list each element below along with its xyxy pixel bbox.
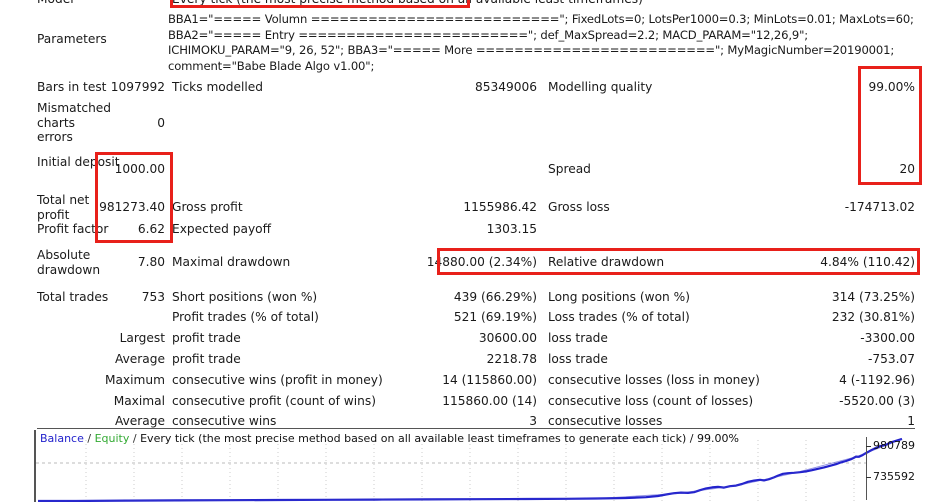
label-short-positions: Short positions (won %) [172, 290, 318, 304]
label-maximal-consecutive-loss: consecutive loss (count of losses) [548, 394, 754, 408]
average-loss-trade-value: -753.07 [867, 352, 915, 366]
qualifier-average-trade: Average [114, 352, 165, 366]
label-modelling-quality: Modelling quality [548, 80, 653, 94]
largest-profit-trade-value: 30600.00 [478, 331, 537, 345]
qualifier-maximal: Maximal [113, 394, 165, 408]
absolute-drawdown-value: 7.80 [137, 255, 165, 269]
total-trades-value: 753 [141, 290, 165, 304]
axis-label-mid: 735592 [873, 470, 915, 483]
row-label-initial-deposit: Initial deposit [37, 155, 120, 169]
expected-payoff-value: 1303.15 [486, 222, 537, 236]
label-average-profit-trade: profit trade [172, 352, 241, 366]
label-largest-loss-trade: loss trade [548, 331, 608, 345]
qualifier-average-consecutive: Average [114, 414, 165, 428]
mismatched-charts-errors-value: 0 [157, 116, 165, 130]
axis-label-top: 980789 [873, 439, 915, 452]
modelling-quality-value: 99.00% [868, 80, 915, 94]
label-profit-trades: Profit trades (% of total) [172, 310, 319, 324]
relative-drawdown-value: 4.84% (110.42) [820, 255, 915, 269]
axis-tick-top [866, 446, 871, 447]
label-maximal-consecutive-profit: consecutive profit (count of wins) [172, 394, 376, 408]
row-label-bars-in-test: Bars in test [37, 80, 107, 94]
chart-right-axis [866, 437, 867, 500]
label-largest-profit-trade: profit trade [172, 331, 241, 345]
label-ticks-modelled: Ticks modelled [172, 80, 264, 94]
label-max-consecutive-wins: consecutive wins (profit in money) [172, 373, 383, 387]
parameters-value: BBA1="===== Volumn =====================… [168, 12, 914, 73]
label-average-consecutive-wins: consecutive wins [172, 414, 277, 428]
row-label-total-trades: Total trades [37, 290, 109, 304]
row-label-mismatched-charts-errors: Mismatched charts errors [37, 101, 112, 144]
legend-separator-1: / [87, 432, 92, 445]
total-net-profit-value: 981273.40 [99, 200, 165, 214]
qualifier-maximum: Maximum [104, 373, 165, 387]
maximal-consecutive-profit-value: 115860.00 (14) [442, 394, 537, 408]
label-gross-loss: Gross loss [548, 200, 610, 214]
long-positions-value: 314 (73.25%) [831, 290, 915, 304]
largest-loss-trade-value: -3300.00 [860, 331, 915, 345]
legend-separator-2: / [132, 432, 137, 445]
label-relative-drawdown: Relative drawdown [548, 255, 665, 269]
maximal-drawdown-value: 14880.00 (2.34%) [426, 255, 537, 269]
max-consecutive-losses-value: 4 (-1192.96) [839, 373, 915, 387]
average-consecutive-wins-value: 3 [529, 414, 537, 428]
profit-trades-value: 521 (69.19%) [453, 310, 537, 324]
label-loss-trades: Loss trades (% of total) [548, 310, 690, 324]
label-maximal-drawdown: Maximal drawdown [172, 255, 291, 269]
qualifier-largest: Largest [119, 331, 165, 345]
label-average-consecutive-losses: consecutive losses [548, 414, 663, 428]
legend-balance-label[interactable]: Balance [40, 432, 84, 445]
label-expected-payoff: Expected payoff [172, 222, 272, 236]
spread-value: 20 [899, 162, 915, 176]
row-label-absolute-drawdown: Absolute drawdown [37, 248, 101, 277]
model-value: Every tick (the most precise method base… [172, 0, 872, 7]
maximal-consecutive-loss-value: -5520.00 (3) [839, 394, 915, 408]
row-label-model: Model [37, 0, 125, 7]
average-consecutive-losses-value: 1 [907, 414, 915, 428]
short-positions-value: 439 (66.29%) [453, 290, 537, 304]
legend-description: Every tick (the most precise method base… [140, 432, 739, 445]
label-average-loss-trade: loss trade [548, 352, 608, 366]
chart-legend: Balance / Equity / Every tick (the most … [40, 432, 739, 445]
ticks-modelled-value: 85349006 [474, 80, 537, 94]
legend-equity-label[interactable]: Equity [94, 432, 130, 445]
axis-tick-mid [866, 477, 871, 478]
profit-factor-value: 6.62 [137, 222, 165, 236]
average-profit-trade-value: 2218.78 [486, 352, 537, 366]
initial-deposit-value: 1000.00 [114, 162, 165, 176]
row-label-parameters: Parameters [37, 32, 107, 46]
label-spread: Spread [548, 162, 591, 176]
chart-vertical-gridlines [85, 440, 855, 502]
max-consecutive-wins-value: 14 (115860.00) [442, 373, 537, 387]
row-label-total-net-profit: Total net profit [37, 193, 90, 222]
bars-in-test-value: 1097992 [110, 80, 165, 94]
row-label-profit-factor: Profit factor [37, 222, 109, 236]
label-max-consecutive-losses: consecutive losses (loss in money) [548, 373, 760, 387]
gross-loss-value: -174713.02 [844, 200, 915, 214]
label-gross-profit: Gross profit [172, 200, 243, 214]
loss-trades-value: 232 (30.81%) [831, 310, 915, 324]
section-divider [37, 428, 915, 429]
label-long-positions: Long positions (won %) [548, 290, 690, 304]
gross-profit-value: 1155986.42 [463, 200, 537, 214]
